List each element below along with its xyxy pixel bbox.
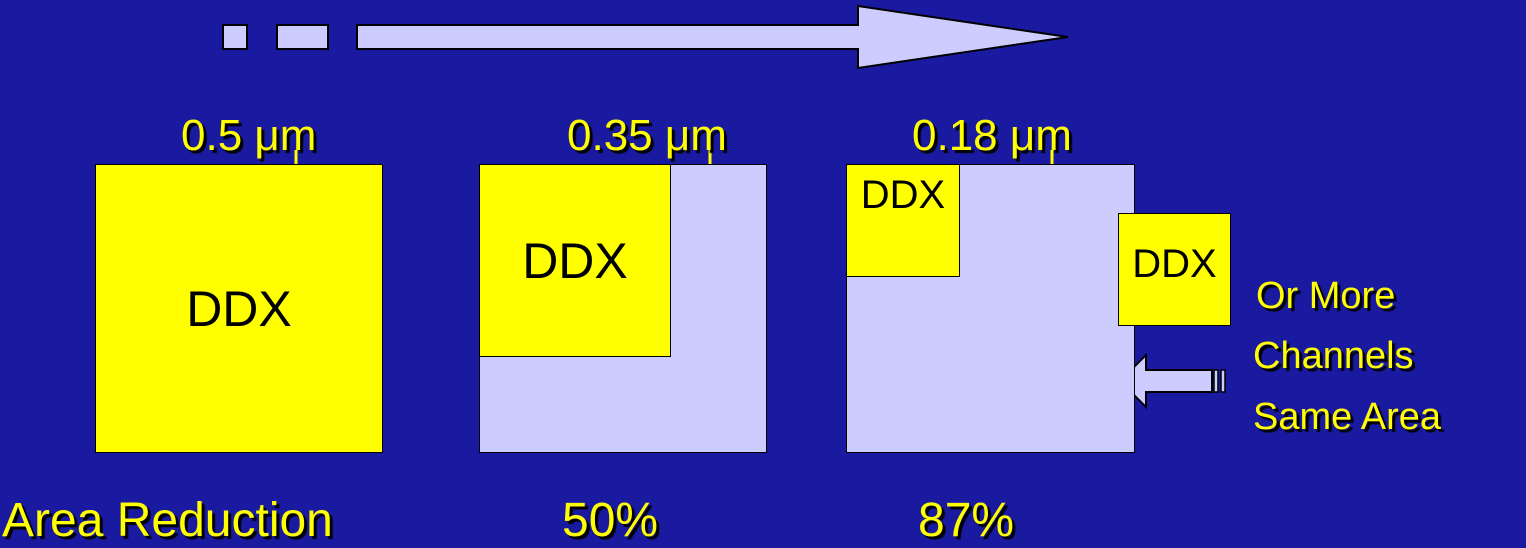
node-018-ddx-block: DDX — [846, 164, 960, 277]
channels-arrow-body — [1118, 352, 1213, 410]
reduction-035-value: 50% — [562, 494, 659, 547]
progression-arrow — [222, 4, 1069, 70]
side-note-line1: Or More — [1256, 275, 1396, 317]
node-018-extra-ddx-block: DDX — [1118, 213, 1231, 326]
side-note-line2: Channels — [1253, 335, 1414, 377]
node-018-chip: DDX — [846, 164, 1135, 453]
node-035-ddx-block: DDX — [479, 164, 671, 357]
channels-arrow-stripe-2 — [1220, 369, 1226, 393]
node-018-extra-ddx-label: DDX — [1132, 242, 1217, 286]
progression-dash-2 — [276, 24, 329, 50]
progression-dash-1 — [222, 24, 248, 50]
channels-arrow — [1118, 352, 1226, 410]
reduction-018-value: 87% — [918, 494, 1015, 547]
node-035-chip: DDX — [479, 164, 767, 453]
progression-arrow-body — [356, 4, 1069, 70]
node-05-size-label: 0.5 μm — [181, 111, 317, 160]
side-note-line3: Same Area — [1253, 396, 1441, 438]
node-05-ddx-label: DDX — [186, 280, 292, 337]
node-018-ddx-label: DDX — [860, 173, 946, 217]
node-035-ddx-label: DDX — [522, 232, 628, 289]
node-018-size-label: 0.18 μm — [912, 111, 1072, 160]
node-035-size-label: 0.35 μm — [567, 111, 727, 160]
channels-arrow-stripe-1 — [1213, 369, 1219, 393]
node-05-chip: DDX — [95, 164, 383, 453]
area-reduction-label: Area Reduction — [2, 494, 333, 547]
